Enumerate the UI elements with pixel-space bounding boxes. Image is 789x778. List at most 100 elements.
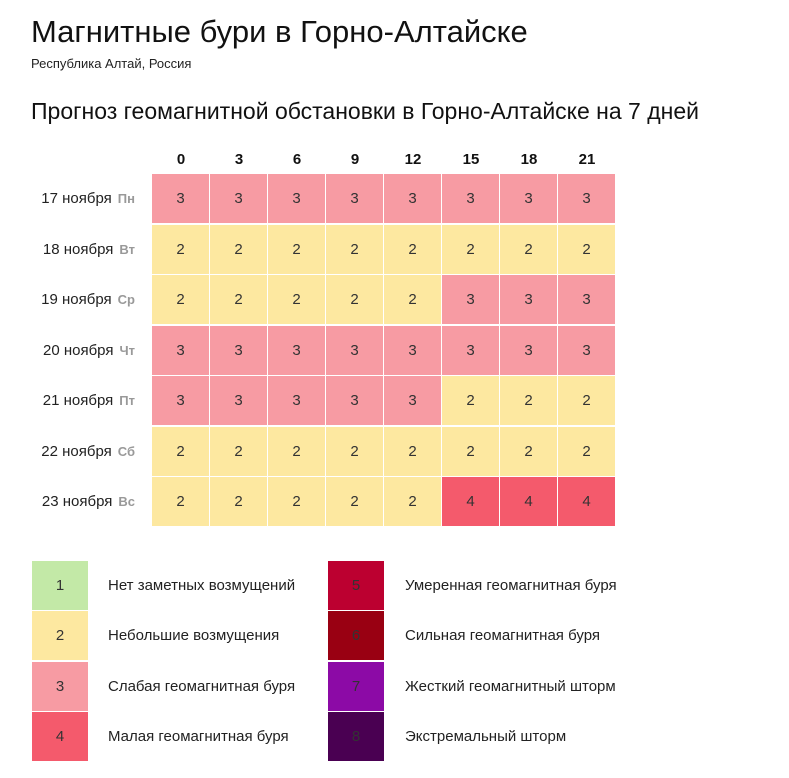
kp-cell: 2 [326, 275, 383, 324]
legend-swatch: 3 [32, 661, 88, 711]
hour-header: 3 [234, 151, 244, 168]
kp-cell: 3 [384, 376, 441, 425]
kp-cell: 2 [326, 224, 383, 274]
kp-cell: 3 [152, 325, 209, 375]
kp-cell: 3 [558, 174, 615, 223]
kp-cell: 2 [442, 376, 499, 425]
kp-cell: 2 [152, 426, 209, 476]
kp-cell: 2 [326, 426, 383, 476]
kp-cell: 3 [558, 325, 615, 375]
row-date-label: 22 ноября Сб [0, 427, 135, 477]
forecast-heading: Прогноз геомагнитной обстановки в Горно-… [31, 98, 699, 124]
kp-cell: 3 [326, 376, 383, 425]
hour-header: 21 [578, 151, 596, 168]
kp-cell: 2 [384, 426, 441, 476]
hour-header: 0 [176, 151, 186, 168]
row-date-label: 20 ноября Чт [0, 326, 135, 376]
kp-cell: 3 [500, 275, 557, 324]
row-date-label: 18 ноября Вт [0, 225, 135, 275]
weekday: Пт [119, 393, 135, 408]
row-date-label: 23 ноября Вс [0, 477, 135, 527]
legend-label: Слабая геомагнитная буря [108, 677, 296, 695]
kp-cell: 4 [558, 477, 615, 526]
hour-header: 6 [292, 151, 302, 168]
kp-cell: 2 [268, 426, 325, 476]
kp-cell: 2 [268, 224, 325, 274]
row-date-label: 21 ноября Пт [0, 376, 135, 426]
kp-cell: 3 [152, 174, 209, 223]
kp-cell: 2 [558, 224, 615, 274]
kp-cell: 3 [268, 325, 325, 375]
kp-cell: 4 [500, 477, 557, 526]
legend-label: Небольшие возмущения [108, 627, 280, 645]
legend-swatch: 2 [32, 611, 88, 661]
kp-cell: 2 [210, 426, 267, 476]
legend-swatch: 7 [328, 661, 384, 711]
legend-swatch: 1 [32, 561, 88, 610]
row-date-label: 17 ноября Пн [0, 174, 135, 224]
location-subtitle: Республика Алтай, Россия [31, 56, 192, 71]
kp-cell: 2 [210, 477, 267, 526]
kp-cell: 3 [500, 174, 557, 223]
kp-cell: 3 [442, 275, 499, 324]
kp-cell: 3 [210, 174, 267, 223]
kp-cell: 3 [442, 325, 499, 375]
hour-header: 9 [350, 151, 360, 168]
legend-label: Нет заметных возмущений [108, 577, 296, 594]
kp-cell: 2 [384, 275, 441, 324]
weekday: Ср [117, 292, 135, 307]
date: 22 ноября [41, 442, 112, 460]
kp-cell: 4 [442, 477, 499, 526]
page-title: Магнитные бури в Горно-Алтайске [31, 14, 528, 49]
row-date-label: 19 ноября Ср [0, 275, 135, 325]
date: 23 ноября [41, 493, 113, 510]
date: 19 ноября [41, 291, 112, 308]
kp-cell: 2 [384, 477, 441, 526]
kp-cell: 3 [152, 376, 209, 425]
date: 20 ноября [42, 341, 114, 359]
kp-cell: 3 [500, 325, 557, 375]
hour-header: 12 [404, 151, 422, 168]
kp-cell: 2 [384, 224, 441, 274]
kp-cell: 3 [326, 325, 383, 375]
kp-cell: 2 [558, 376, 615, 425]
kp-cell: 3 [268, 376, 325, 425]
kp-cell: 2 [500, 224, 557, 274]
weekday: Пн [117, 191, 135, 206]
kp-cell: 2 [442, 224, 499, 274]
legend-swatch: 6 [328, 611, 384, 661]
kp-cell: 3 [384, 174, 441, 223]
kp-cell: 2 [152, 224, 209, 274]
legend-swatch: 4 [32, 711, 88, 761]
kp-cell: 3 [442, 174, 499, 223]
kp-cell: 2 [152, 477, 209, 526]
kp-cell: 2 [558, 426, 615, 476]
kp-cell: 2 [210, 275, 267, 324]
kp-cell: 3 [268, 174, 325, 223]
legend-label: Умеренная геомагнитная буря [405, 577, 617, 594]
date: 21 ноября [42, 392, 114, 409]
kp-cell: 2 [268, 275, 325, 324]
hour-header: 18 [520, 151, 538, 168]
legend-swatch: 5 [328, 561, 384, 610]
legend-label: Жесткий геомагнитный шторм [405, 677, 616, 695]
kp-cell: 2 [210, 224, 267, 274]
legend-swatch: 8 [328, 711, 384, 761]
date: 17 ноября [41, 190, 112, 207]
kp-cell: 3 [210, 376, 267, 425]
date: 18 ноября [42, 240, 114, 258]
kp-cell: 2 [326, 477, 383, 526]
kp-cell: 2 [268, 477, 325, 526]
kp-cell: 2 [500, 426, 557, 476]
legend-label: Сильная геомагнитная буря [405, 627, 600, 645]
legend-label: Экстремальный шторм [405, 727, 567, 745]
weekday: Вт [119, 241, 135, 257]
kp-cell: 3 [558, 275, 615, 324]
kp-cell: 2 [500, 376, 557, 425]
kp-cell: 3 [326, 174, 383, 223]
weekday: Вс [118, 494, 135, 509]
kp-cell: 2 [442, 426, 499, 476]
hour-header: 15 [462, 151, 480, 168]
kp-cell: 3 [210, 325, 267, 375]
legend-label: Малая геомагнитная буря [108, 727, 289, 745]
